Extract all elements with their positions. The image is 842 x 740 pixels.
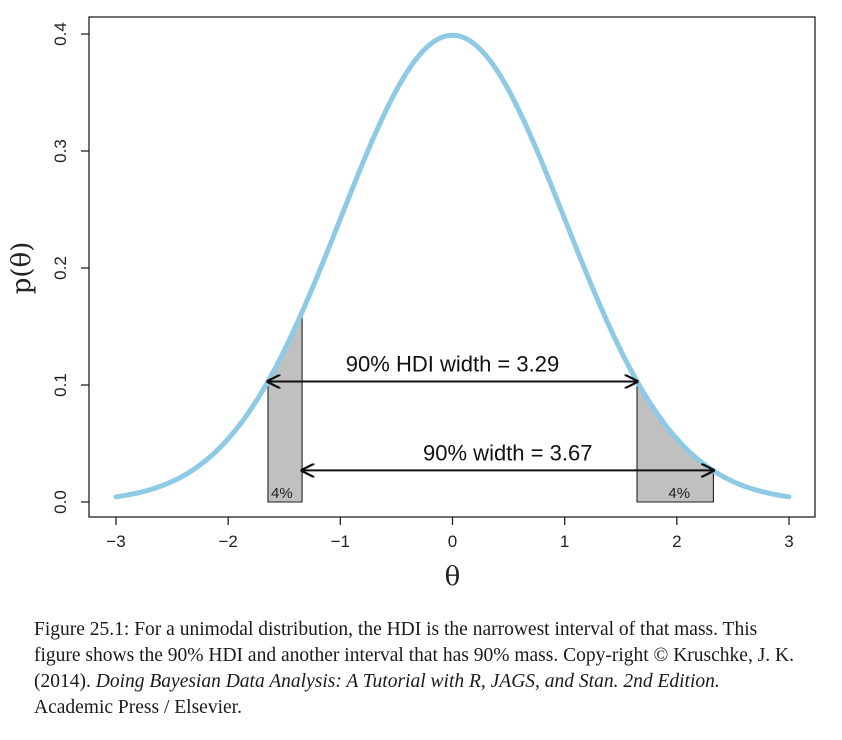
interval-width-label: 90% width = 3.67: [423, 440, 592, 465]
figure-caption: Figure 25.1: For a unimodal distribution…: [34, 617, 794, 721]
shaded-region-left: [267, 311, 303, 503]
region-label-left: 4%: [271, 485, 293, 502]
y-tick-label: 0.3: [51, 139, 70, 163]
y-tick-label: 0.4: [51, 22, 70, 46]
x-tick-label: −1: [331, 532, 350, 551]
x-tick-label: −3: [106, 532, 125, 551]
caption-text: Figure 25.1: For a unimodal distribution…: [34, 619, 794, 692]
density-curve: [113, 32, 792, 500]
x-axis-title: θ: [445, 562, 461, 592]
hdi-width-label: 90% HDI width = 3.29: [346, 351, 559, 376]
x-tick-label: 1: [560, 532, 569, 551]
x-tick-label: 0: [448, 532, 457, 551]
y-axis-title: p(θ): [7, 242, 37, 295]
x-tick-label: −2: [218, 532, 237, 551]
x-tick-label: 3: [784, 532, 793, 551]
x-tick-label: 2: [672, 532, 681, 551]
caption-publisher: Academic Press / Elsevier.: [34, 697, 242, 718]
chart: −3 −2 −1 0 1 2 3 0.0 0.1 0.2 0.3 0.4 θ p(θ) 4% 4% 90% HD…: [7, 16, 816, 592]
y-tick-label: 0.2: [51, 256, 70, 280]
caption-citation: Doing Bayesian Data Analysis: A Tutorial…: [95, 671, 720, 692]
figure: −3 −2 −1 0 1 2 3 0.0 0.1 0.2 0.3 0.4 θ p(θ) 4% 4% 90% HD…: [7, 16, 816, 592]
y-tick-label: 0.1: [51, 373, 70, 397]
region-label-right: 4%: [668, 485, 690, 502]
y-tick-label: 0.0: [51, 490, 70, 514]
